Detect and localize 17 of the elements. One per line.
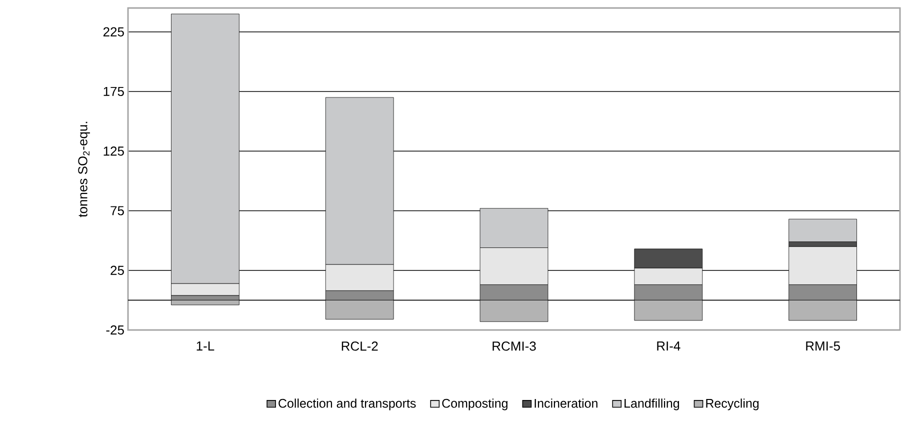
x-tick-label: 1-L xyxy=(196,342,214,350)
y-tick-label: 125 xyxy=(104,146,124,156)
y-tick-label: 25 xyxy=(110,266,124,275)
legend-label: Recycling xyxy=(706,398,759,410)
y-tick-label: 175 xyxy=(104,86,124,96)
x-tick-label: RI-4 xyxy=(657,342,680,350)
x-tick-label: RCMI-3 xyxy=(492,342,536,351)
legend-label: Incineration xyxy=(534,398,598,408)
x-tick-label: RMI-5 xyxy=(806,342,840,351)
legend-label: Collection and transports xyxy=(278,398,416,410)
y-tick-label: -25 xyxy=(106,325,124,335)
y-tick-label: 75 xyxy=(110,206,124,216)
legend-label: Landfilling xyxy=(624,398,680,410)
legend-label: Composting xyxy=(442,398,508,410)
y-tick-label: 225 xyxy=(103,27,124,36)
y-axis-title: tonnes SO$_{2}$-equ. xyxy=(78,122,90,218)
x-tick-label: RCL-2 xyxy=(342,342,378,351)
